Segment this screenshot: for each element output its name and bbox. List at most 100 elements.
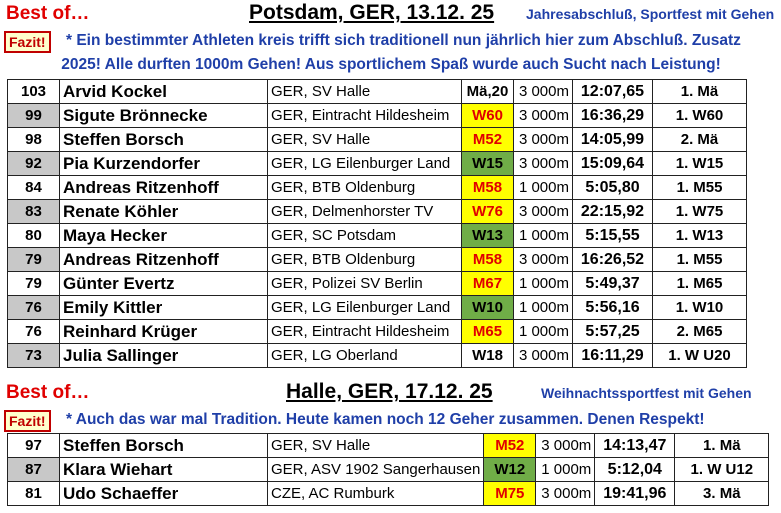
age-class: W12 [483, 457, 537, 482]
age-class: W15 [461, 151, 514, 176]
distance: 3 000m [513, 103, 573, 128]
result-row: 79 Günter Evertz GER, Polizei SV Berlin M67… [7, 271, 747, 296]
age-class: M67 [461, 271, 514, 296]
result-row: 84 Andreas Ritzenhoff GER, BTB Oldenburg M5… [7, 175, 747, 200]
points-cell: 80 [7, 223, 60, 248]
club-name: GER, Polizei SV Berlin [267, 271, 462, 296]
placement: 1. W75 [652, 199, 747, 224]
age-class: W18 [461, 343, 514, 368]
result-row: 99 Sigute Brönnecke GER, Eintracht Hildesh… [7, 103, 747, 128]
result-time: 5:15,55 [572, 223, 653, 248]
club-name: GER, SV Halle [267, 79, 462, 104]
distance: 3 000m [513, 343, 573, 368]
fazit-line-1: * Ein bestimmter Athleten kreis trifft s… [66, 32, 741, 49]
club-name: GER, BTB Oldenburg [267, 247, 462, 272]
result-row: 76 Reinhard Krüger GER, Eintracht Hildeshe… [7, 319, 747, 344]
fazit-label: Fazit! [4, 410, 51, 432]
club-name: GER, LG Eilenburger Land [267, 151, 462, 176]
result-time: 15:09,64 [572, 151, 653, 176]
result-row: 76 Emily Kittler GER, LG Eilenburger Land W… [7, 295, 747, 320]
placement: 1. W U20 [652, 343, 747, 368]
age-class: M75 [483, 481, 537, 506]
athlete-name: Andreas Ritzenhoff [59, 175, 268, 200]
age-class: M58 [461, 247, 514, 272]
club-name: GER, Eintracht Hildesheim [267, 319, 462, 344]
age-class: Mä,20 [461, 79, 514, 104]
club-name: GER, SV Halle [266, 433, 485, 458]
distance: 3 000m [535, 433, 596, 458]
event-location: Potsdam, GER, 13.12. 25 [249, 1, 495, 24]
points-cell: 92 [7, 151, 60, 176]
placement: 1. M65 [652, 271, 747, 296]
result-time: 5:05,80 [572, 175, 653, 200]
distance: 3 000m [513, 199, 573, 224]
fazit-line-2: 2025! Alle durften 1000m Gehen! Aus spor… [61, 56, 721, 73]
placement: 1. W U12 [674, 457, 770, 482]
fazit-label: Fazit! [4, 31, 51, 53]
section1-header: Best of… Potsdam, GER, 13.12. 25 Jahresa… [0, 0, 781, 28]
athlete-name: Steffen Borsch [59, 433, 268, 458]
event-title: Weihnachtssportfest mit Gehen [541, 385, 752, 401]
age-class: M58 [461, 175, 514, 200]
placement: 1. M55 [652, 175, 747, 200]
fazit-text: * Ein bestimmter Athleten kreis trifft s… [66, 29, 776, 53]
athlete-name: Emily Kittler [59, 295, 268, 320]
placement: 2. Mä [652, 127, 747, 152]
placement: 1. W13 [652, 223, 747, 248]
distance: 3 000m [513, 79, 573, 104]
result-row: 81 Udo Schaeffer CZE, AC Rumburk M75 3 000m 1… [7, 481, 770, 506]
event-title: Jahresabschluß, Sportfest mit Gehen [526, 6, 775, 22]
distance: 1 000m [513, 223, 573, 248]
points-cell: 87 [7, 457, 60, 482]
club-name: CZE, AC Rumburk [266, 481, 485, 506]
placement: 2. M65 [652, 319, 747, 344]
age-class: W60 [461, 103, 514, 128]
club-name: GER, Delmenhorster TV [267, 199, 462, 224]
placement: 1. Mä [652, 79, 747, 104]
result-time: 19:41,96 [594, 481, 676, 506]
athlete-name: Klara Wiehart [59, 457, 268, 482]
fazit-box: Fazit! * Ein bestimmter Athleten kreis t… [0, 28, 781, 79]
club-name: GER, LG Eilenburger Land [267, 295, 462, 320]
athlete-name: Steffen Borsch [59, 127, 268, 152]
result-time: 14:13,47 [594, 433, 676, 458]
points-cell: 84 [7, 175, 60, 200]
result-row: 83 Renate Köhler GER, Delmenhorster TV W76 3… [7, 199, 747, 224]
athlete-name: Julia Sallinger [59, 343, 268, 368]
points-cell: 99 [7, 103, 60, 128]
points-cell: 98 [7, 127, 60, 152]
distance: 3 000m [535, 481, 596, 506]
result-time: 5:56,16 [572, 295, 653, 320]
result-time: 5:12,04 [594, 457, 676, 482]
result-row: 79 Andreas Ritzenhoff GER, BTB Oldenburg M5… [7, 247, 747, 272]
result-time: 16:26,52 [572, 247, 653, 272]
result-time: 5:57,25 [572, 319, 653, 344]
result-time: 5:49,37 [572, 271, 653, 296]
age-class: M52 [461, 127, 514, 152]
distance: 1 000m [535, 457, 596, 482]
athlete-name: Maya Hecker [59, 223, 268, 248]
placement: 1. Mä [674, 433, 770, 458]
points-cell: 76 [7, 295, 60, 320]
result-row: 73 Julia Sallinger GER, LG Oberland W18 3 00… [7, 343, 747, 368]
points-cell: 79 [7, 247, 60, 272]
fazit-line-1: * Auch das war mal Tradition. Heute kame… [66, 411, 705, 428]
event-location: Halle, GER, 17.12. 25 [286, 380, 493, 403]
age-class: W76 [461, 199, 514, 224]
placement: 1. M55 [652, 247, 747, 272]
placement: 1. W60 [652, 103, 747, 128]
distance: 1 000m [513, 175, 573, 200]
age-class: W13 [461, 223, 514, 248]
athlete-name: Andreas Ritzenhoff [59, 247, 268, 272]
athlete-name: Günter Evertz [59, 271, 268, 296]
placement: 1. W10 [652, 295, 747, 320]
points-cell: 79 [7, 271, 60, 296]
club-name: GER, LG Oberland [267, 343, 462, 368]
result-row: 92 Pia Kurzendorfer GER, LG Eilenburger La… [7, 151, 747, 176]
age-class: M65 [461, 319, 514, 344]
club-name: GER, ASV 1902 Sangerhausen [266, 457, 485, 482]
points-cell: 76 [7, 319, 60, 344]
result-row: 103 Arvid Kockel GER, SV Halle Mä,20 3 000m 1… [7, 79, 747, 104]
athlete-name: Renate Köhler [59, 199, 268, 224]
distance: 1 000m [513, 319, 573, 344]
